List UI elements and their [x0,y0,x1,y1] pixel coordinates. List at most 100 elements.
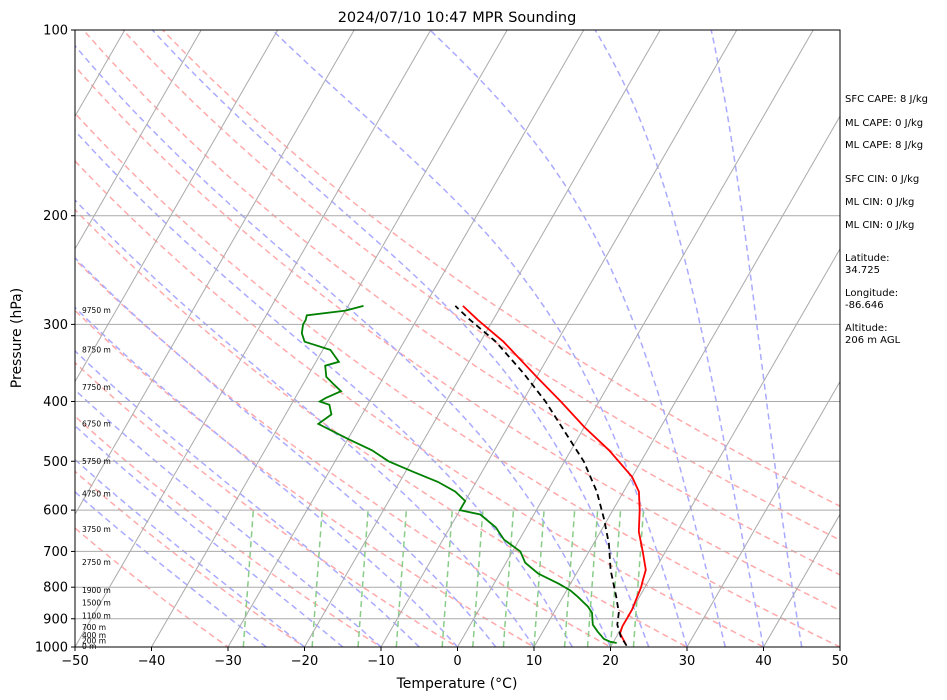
altitude-value: 206 m AGL [845,335,901,346]
sounding-info-panel: SFC CAPE: 8 J/kg ML CAPE: 0 J/kg ML CAPE… [845,94,928,346]
x-tick-label: 20 [602,654,619,669]
moist-adiabat-line [75,458,305,647]
height-label: 8750 m [82,345,111,354]
x-tick-label: 40 [755,654,772,669]
height-label: 0 m [82,642,96,651]
parcel-path-line [454,305,628,647]
moist-adiabat-line [75,388,382,647]
moist-adiabat-line [75,256,497,647]
isotherm-line [75,30,355,516]
plot-frame [74,29,841,648]
y-tick-label: 200 [43,209,68,224]
mixing-ratio-line [533,510,545,647]
mixing-ratio-line [563,510,576,647]
height-label: 4750 m [82,490,111,499]
isotherm-line [227,30,585,647]
dewpoint-profile-line [300,305,617,644]
mixing-ratio-line [632,510,645,647]
moist-adiabat-line [75,306,459,647]
x-tick-label: 50 [832,654,849,669]
info-ml-cape-2: ML CAPE: 8 J/kg [845,140,923,151]
mixing-ratio-line [502,510,515,647]
y-axis-label: Pressure (hPa) [9,288,25,388]
mixing-ratio-line [357,510,369,647]
dry-adiabat-line [75,258,613,647]
longitude-value: -86.646 [845,300,884,311]
moist-adiabat-line [75,129,573,647]
x-tick-label: −30 [214,654,241,669]
mixing-ratio-line [586,510,599,647]
latitude-value: 34.725 [845,265,880,276]
dry-adiabat-line [75,159,766,647]
altitude-label: Altitude: [845,323,887,334]
temperature-profile-line [462,305,647,645]
dry-adiabat-line [75,65,840,612]
height-label: 1900 m [82,586,111,595]
height-label: 2750 m [82,558,111,567]
isotherm-line [610,247,840,647]
y-tick-label: 700 [43,545,68,560]
dry-adiabat-line [75,527,230,647]
isotherm-line [304,30,661,647]
height-label: 1100 m [82,611,111,620]
isotherm-line [75,30,202,250]
y-tick-label: 600 [43,504,68,519]
latitude-label: Latitude: [845,253,890,264]
info-ml-cape-1: ML CAPE: 0 J/kg [845,118,923,129]
height-label: 6750 m [82,419,111,428]
isotherm-line [75,30,432,647]
height-label: 1500 m [82,598,111,607]
mixing-ratio-line [441,510,454,647]
moist-adiabat-line [75,44,612,647]
height-label: 200 m [82,637,106,646]
x-tick-label: −40 [138,654,165,669]
isotherm-line [151,30,508,647]
dry-adiabat-line [75,415,383,647]
dry-adiabat-line [75,470,306,647]
x-axis-label: Temperature (°C) [396,676,518,692]
moist-adiabat-line [429,30,727,647]
y-tick-label: 400 [43,395,68,410]
moist-adiabat-line [75,349,420,647]
mixing-ratio-line [395,510,408,647]
height-label: 5750 m [82,457,111,466]
height-label: 3750 m [82,525,111,534]
y-tick-label: 800 [43,581,68,596]
info-ml-cin-2: ML CIN: 0 J/kg [845,220,914,231]
x-tick-label: −20 [291,654,318,669]
x-tick-label: 0 [453,654,461,669]
isotherm-line [686,380,840,647]
mixing-ratio-line [242,510,255,647]
x-tick-label: −10 [367,654,394,669]
height-label: 400 m [82,631,106,640]
isotherm-line [75,30,279,383]
moist-adiabat-line [271,30,688,647]
x-tick-label: 30 [679,654,696,669]
isotherm-line [457,30,814,647]
isotherm-line [533,115,840,647]
longitude-label: Longitude: [845,288,898,299]
x-tick-label: 10 [526,654,543,669]
y-tick-label: 300 [43,318,68,333]
mixing-ratio-line [472,510,484,647]
height-label: 7750 m [82,383,111,392]
mixing-ratio-line [311,510,323,647]
x-tick-label: −50 [61,654,88,669]
height-label: 9750 m [82,306,111,315]
moist-adiabat-line [75,490,267,647]
dry-adiabat-line [75,309,536,647]
mixing-ratio-line [609,510,622,647]
moist-adiabat-line [75,424,344,647]
dry-adiabat-line [82,30,840,576]
moist-adiabat-line [594,30,765,647]
dry-adiabat-line [75,361,459,647]
moist-adiabat-line [710,30,803,647]
chart-title: 2024/07/10 10:47 MPR Sounding [338,10,577,26]
moist-adiabat-line [151,30,650,647]
info-sfc-cape: SFC CAPE: 8 J/kg [845,94,928,105]
y-tick-label: 100 [43,24,68,39]
dry-adiabat-line [75,208,689,647]
info-ml-cin-1: ML CIN: 0 J/kg [845,197,914,208]
dry-adiabat-line [75,112,840,647]
dry-adiabat-line [122,30,840,541]
